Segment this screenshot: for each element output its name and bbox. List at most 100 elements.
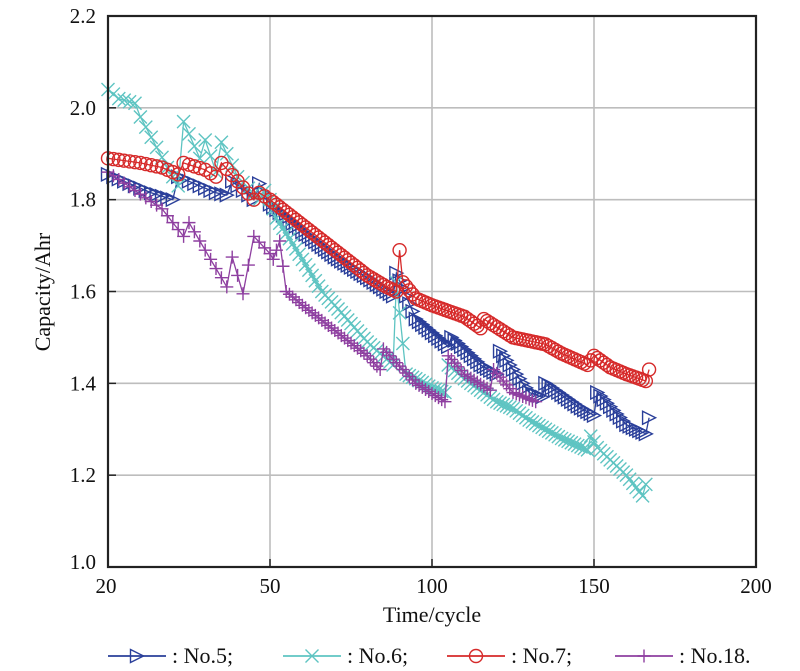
data-point [220, 280, 234, 294]
data-point [282, 287, 296, 301]
data-point [308, 308, 322, 322]
data-point [138, 156, 154, 172]
data-point [528, 416, 543, 431]
data-point [638, 477, 653, 492]
data-point [525, 414, 540, 429]
data-point [176, 114, 191, 129]
data-point [529, 395, 543, 409]
legend-label: : No.7; [511, 643, 572, 668]
x-tick-label: 100 [416, 574, 448, 598]
data-point [263, 247, 277, 261]
data-point [360, 349, 374, 363]
data-point [509, 387, 523, 401]
x-tick-label: 20 [96, 574, 117, 598]
data-point [273, 234, 287, 248]
data-point [502, 328, 517, 343]
data-point [149, 186, 165, 203]
data-point [143, 158, 159, 173]
y-tick-label: 2.0 [70, 96, 96, 120]
data-point [299, 301, 313, 315]
data-point [376, 342, 390, 356]
data-point [166, 216, 180, 230]
data-point [380, 345, 394, 359]
data-point [406, 373, 420, 387]
data-point [535, 420, 550, 435]
data-point [392, 305, 407, 320]
data-point [266, 252, 280, 266]
data-point [155, 202, 169, 216]
data-point [276, 259, 290, 273]
data-point [214, 271, 228, 285]
x-tick-label: 150 [578, 574, 610, 598]
series-no18 [101, 165, 543, 409]
data-point [635, 488, 650, 503]
data-point [171, 223, 185, 237]
data-point [176, 155, 191, 171]
data-point [350, 341, 364, 355]
data-point [512, 388, 526, 402]
data-point [531, 418, 546, 433]
data-point [331, 326, 345, 340]
data-point [155, 150, 169, 165]
y-tick-label: 1.0 [70, 550, 96, 574]
data-point [641, 410, 658, 426]
data-point [502, 400, 517, 415]
data-point [289, 293, 303, 307]
data-point [318, 316, 332, 330]
data-point [122, 154, 137, 169]
y-axis-ticks: 1.0 1.2 1.4 1.6 1.8 2.0 2.2 [70, 4, 116, 574]
data-point [519, 391, 533, 405]
data-point [193, 234, 207, 248]
series-no5 [100, 166, 658, 442]
legend-label: : No.6; [347, 643, 408, 668]
data-point [295, 298, 309, 312]
data-point [506, 386, 520, 400]
y-tick-label: 1.4 [70, 371, 97, 395]
data-point [538, 422, 553, 437]
x-tick-label: 50 [260, 574, 281, 598]
grid-lines [108, 16, 756, 567]
data-point [522, 392, 536, 406]
data-point [187, 139, 202, 154]
data-point [247, 229, 261, 243]
data-point [321, 318, 335, 332]
data-point [334, 329, 348, 343]
data-point [363, 352, 377, 366]
data-point [551, 429, 566, 444]
data-point [344, 336, 358, 350]
x-axis-title: Time/cycle [383, 602, 481, 627]
data-point [305, 306, 319, 320]
data-point [392, 242, 407, 258]
data-point [214, 186, 230, 202]
y-tick-label: 1.8 [70, 188, 96, 212]
data-point [149, 140, 164, 155]
data-point [435, 393, 449, 407]
data-point [208, 185, 225, 201]
y-tick-label: 2.2 [70, 4, 96, 28]
data-point [551, 344, 566, 359]
data-point [182, 216, 196, 230]
data-point [252, 235, 266, 249]
data-point [354, 344, 368, 358]
data-point [389, 356, 403, 370]
data-point [128, 96, 142, 111]
data-point [548, 427, 563, 442]
legend-marker-plus-icon [637, 649, 651, 663]
data-point [127, 154, 143, 170]
data-point [214, 135, 229, 150]
data-point [386, 352, 400, 366]
data-point [325, 321, 339, 335]
data-point [170, 167, 186, 182]
x-tick-label: 200 [740, 574, 772, 598]
data-point [586, 407, 603, 424]
data-point [399, 366, 413, 380]
data-point [154, 188, 171, 204]
series-line [107, 157, 650, 382]
data-point [138, 120, 153, 135]
data-point [286, 290, 300, 304]
data-point [279, 285, 293, 298]
data-point [357, 346, 371, 360]
data-point [187, 159, 202, 174]
data-point [328, 324, 342, 338]
